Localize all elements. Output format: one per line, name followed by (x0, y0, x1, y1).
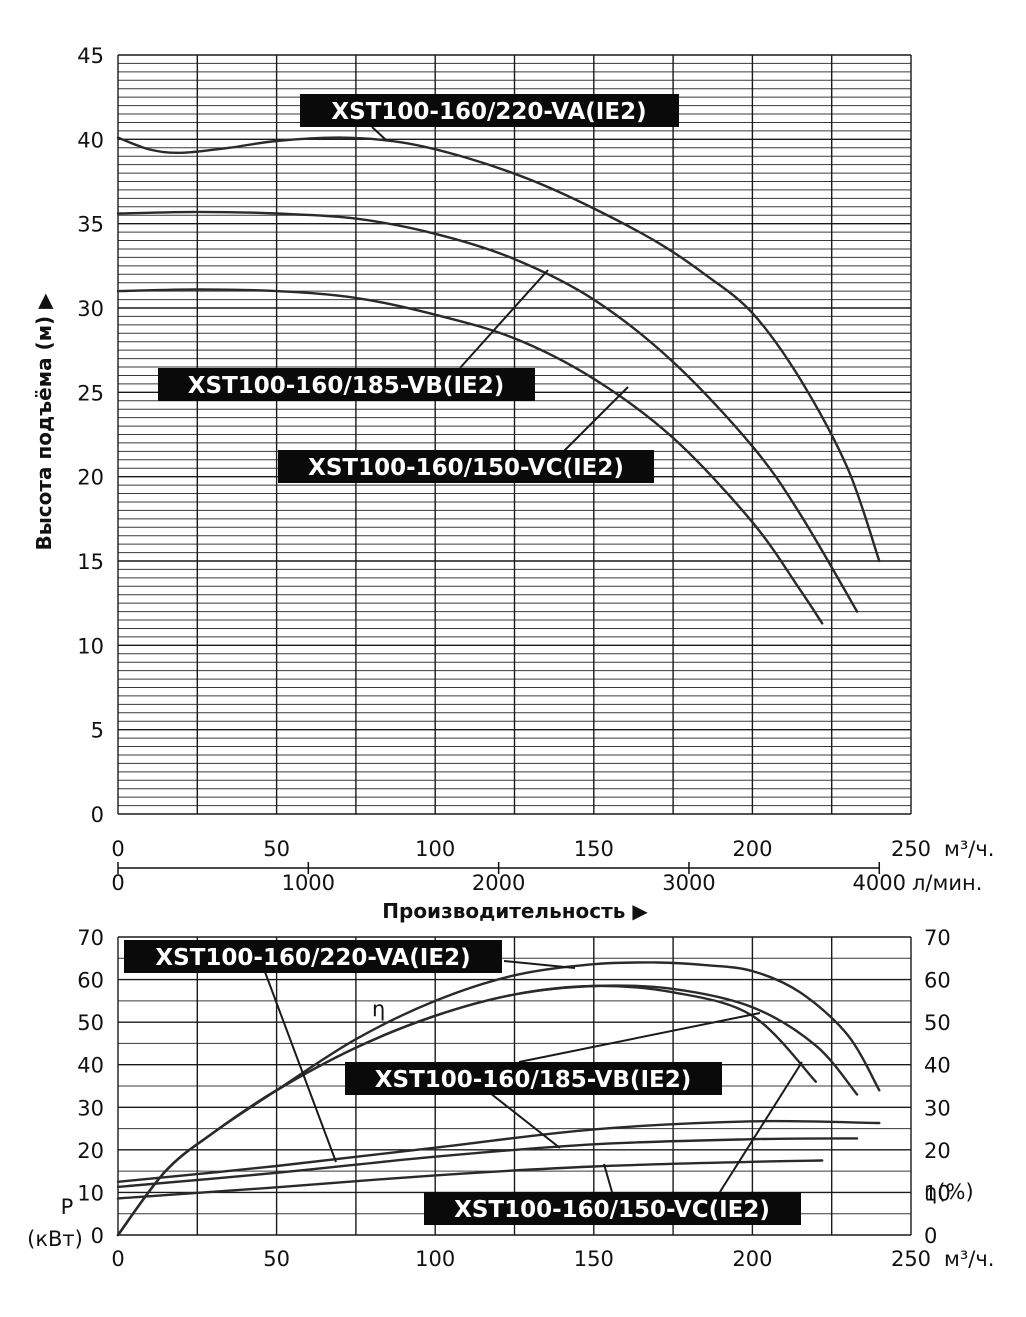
eta-y-tick: 20 (924, 1139, 951, 1163)
flow-x-tick-bottom: 200 (732, 1247, 772, 1271)
leader-top-vc (562, 386, 629, 453)
power-y-tick: 30 (77, 1096, 104, 1120)
leader-bot-vc-eta (717, 1061, 803, 1196)
flow-x-tick-bottom: 0 (111, 1247, 124, 1271)
power-curve-vc (116, 1159, 824, 1200)
head-y-tick: 45 (77, 44, 104, 68)
head-y-tick: 30 (77, 297, 104, 321)
head-chart-ticks: 0 5 10 15 20 25 30 35 40 45 0 50 100 150 200 250 0 1000 20… (77, 44, 931, 895)
flow-x-tick-bottom: 250 (891, 1247, 931, 1271)
eta-y-tick: 0 (924, 1224, 937, 1248)
power-axis-label-unit: (кВт) (27, 1227, 83, 1251)
flow-x-tick-bottom: 100 (415, 1247, 455, 1271)
flow-x2-tick: 0 (111, 871, 124, 895)
leader-bot-va-eta (503, 960, 576, 969)
tag-top-vb-text: XST100-160/185-VB(IE2) (188, 373, 504, 399)
flow-x2-tick: 2000 (472, 871, 525, 895)
flow-x-tick-bottom: 50 (263, 1247, 290, 1271)
tag-bot-vb-text: XST100-160/185-VB(IE2) (375, 1067, 691, 1093)
head-curve-vc (116, 288, 824, 625)
tag-bot-vc-text: XST100-160/150-VC(IE2) (454, 1197, 770, 1223)
head-y-tick: 35 (77, 213, 104, 237)
flow-unit-lmin: л/мин. (912, 871, 982, 895)
flow-x-tick: 50 (263, 837, 290, 861)
head-y-tick: 20 (77, 466, 104, 490)
head-axis-label: Высота подъёма (м) ▶ (32, 293, 56, 551)
flow-x-tick-bottom: 150 (574, 1247, 614, 1271)
power-eff-chart-ticks: 0 10 20 30 40 50 60 70 0 10 20 30 40 50 60 70 0 50 100 150 2… (77, 926, 950, 1271)
power-eff-chart-leaders (264, 960, 803, 1196)
eta-y-tick: 70 (924, 926, 951, 950)
power-y-tick: 60 (77, 969, 104, 993)
head-y-tick: 5 (91, 719, 104, 743)
eta-y-tick: 10 (924, 1181, 951, 1205)
power-y-tick: 40 (77, 1054, 104, 1078)
tag-top-va-text: XST100-160/220-VA(IE2) (331, 99, 646, 125)
flow-x-tick: 150 (574, 837, 614, 861)
head-y-tick: 10 (77, 634, 104, 658)
power-curve-va (116, 1119, 881, 1183)
power-y-tick: 20 (77, 1139, 104, 1163)
tag-bot-vb: XST100-160/185-VB(IE2) (345, 1062, 722, 1095)
flow-unit-m3h: м³/ч. (944, 837, 994, 861)
power-y-tick: 0 (91, 1224, 104, 1248)
flow-x-tick: 100 (415, 837, 455, 861)
head-y-tick: 15 (77, 550, 104, 574)
flow-x2-tick: 3000 (662, 871, 715, 895)
head-y-tick: 25 (77, 381, 104, 405)
eta-y-tick: 40 (924, 1054, 951, 1078)
flow-x-tick: 200 (732, 837, 772, 861)
power-y-tick: 50 (77, 1011, 104, 1035)
tag-bot-va-text: XST100-160/220-VA(IE2) (155, 945, 470, 971)
leader-bot-vb-eta (518, 1012, 761, 1063)
eta-y-tick: 50 (924, 1011, 951, 1035)
leader-bot-vb-p (489, 1092, 561, 1149)
tag-bot-va: XST100-160/220-VA(IE2) (124, 940, 502, 973)
tag-top-vc: XST100-160/150-VC(IE2) (278, 450, 654, 483)
eta-curve-label: η (372, 997, 385, 1021)
tag-top-vc-text: XST100-160/150-VC(IE2) (308, 455, 624, 481)
leader-top-vb (459, 269, 549, 369)
eta-axis-label: η(%) (924, 1180, 974, 1204)
head-y-tick: 40 (77, 128, 104, 152)
eta-y-tick: 60 (924, 969, 951, 993)
flow-x2-tick: 4000 (853, 871, 906, 895)
head-chart-grid (117, 54, 912, 815)
flow-axis-label: Производительность ▶ (382, 899, 648, 923)
power-axis-label-p: P (61, 1195, 74, 1219)
head-y-tick: 0 (91, 803, 104, 827)
leader-bot-vc-p (603, 1163, 613, 1193)
head-chart-curves (116, 136, 881, 625)
tag-bot-vc: XST100-160/150-VC(IE2) (424, 1192, 801, 1225)
head-curve-vb (116, 210, 859, 613)
flow-x2-tick: 1000 (282, 871, 335, 895)
power-y-tick: 10 (77, 1181, 104, 1205)
flow-x-tick: 250 (891, 837, 931, 861)
power-eff-chart-curves (116, 961, 881, 1237)
tag-top-vb: XST100-160/185-VB(IE2) (158, 368, 535, 401)
leader-top-va (371, 126, 387, 141)
head-chart-leaders (371, 126, 629, 453)
power-y-tick: 70 (77, 926, 104, 950)
leader-bot-va-p (264, 971, 337, 1163)
flow-unit-m3h-bottom: м³/ч. (944, 1247, 994, 1271)
tag-top-va: XST100-160/220-VA(IE2) (300, 94, 679, 127)
eta-y-tick: 30 (924, 1096, 951, 1120)
flow-x-tick: 0 (111, 837, 124, 861)
eta-curve-vc (116, 984, 817, 1237)
head-curve-va (116, 136, 881, 563)
